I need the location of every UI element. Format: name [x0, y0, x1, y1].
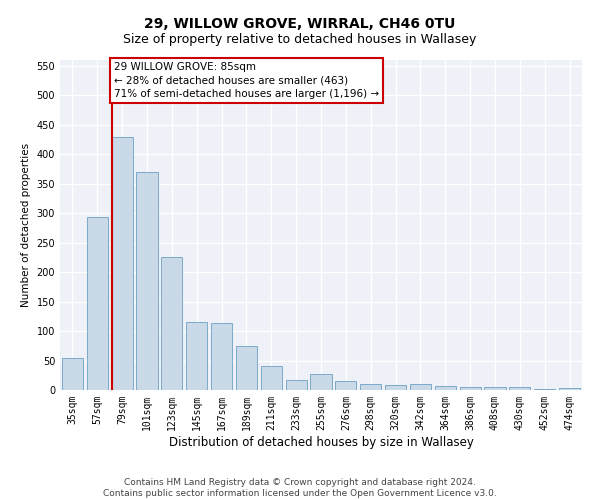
Y-axis label: Number of detached properties: Number of detached properties [21, 143, 31, 307]
Bar [87, 218, 108, 390]
Bar [211, 324, 232, 390]
Bar [410, 384, 431, 390]
Text: 29, WILLOW GROVE, WIRRAL, CH46 0TU: 29, WILLOW GROVE, WIRRAL, CH46 0TU [145, 18, 455, 32]
Bar [286, 380, 307, 390]
Bar [484, 387, 506, 390]
Bar [385, 384, 406, 390]
Bar [435, 386, 456, 390]
Text: Size of property relative to detached houses in Wallasey: Size of property relative to detached ho… [124, 32, 476, 46]
Bar [186, 322, 207, 390]
Bar [112, 136, 133, 390]
X-axis label: Distribution of detached houses by size in Wallasey: Distribution of detached houses by size … [169, 436, 473, 448]
Bar [161, 258, 182, 390]
Bar [62, 358, 83, 390]
Text: 29 WILLOW GROVE: 85sqm
← 28% of detached houses are smaller (463)
71% of semi-de: 29 WILLOW GROVE: 85sqm ← 28% of detached… [114, 62, 379, 99]
Text: Contains HM Land Registry data © Crown copyright and database right 2024.
Contai: Contains HM Land Registry data © Crown c… [103, 478, 497, 498]
Bar [310, 374, 332, 390]
Bar [236, 346, 257, 390]
Bar [136, 172, 158, 390]
Bar [460, 387, 481, 390]
Bar [360, 384, 381, 390]
Bar [509, 387, 530, 390]
Bar [559, 388, 580, 390]
Bar [261, 366, 282, 390]
Bar [335, 381, 356, 390]
